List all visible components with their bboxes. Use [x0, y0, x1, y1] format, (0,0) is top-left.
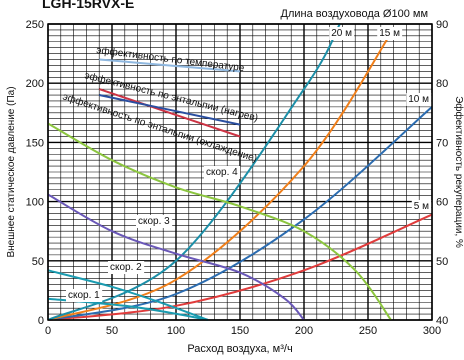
x-tick-label: 300: [423, 325, 441, 337]
y-right-tick-label: 70: [436, 137, 448, 149]
fan-speed-curve: [47, 193, 305, 321]
fan-speed-curve: [47, 122, 392, 321]
curve-label-bg: [377, 27, 403, 40]
duct-length-curve: [47, 28, 395, 321]
y-tick-label: 250: [26, 19, 44, 31]
curve-label-bg: [108, 261, 145, 274]
y-tick-label: 200: [26, 78, 44, 90]
y-tick-label: 150: [26, 137, 44, 149]
curve-label-bg: [406, 93, 432, 106]
y-tick-label: 100: [26, 197, 44, 209]
x-tick-label: 50: [106, 325, 118, 337]
duct-length-curve: [47, 213, 433, 321]
y-axis-label: Внешнее статическое давление (Па): [6, 86, 17, 257]
chart-subtitle: Длина воздуховода Ø100 мм: [281, 8, 428, 20]
curve-label-bg: [329, 27, 355, 40]
x-tick-label: 150: [231, 325, 249, 337]
y-right-tick-label: 80: [436, 78, 448, 90]
efficiency-curve: [99, 58, 241, 73]
curve-label: 15 м: [379, 28, 400, 39]
x-axis-label: Расход воздуха, м³/ч: [187, 343, 292, 355]
efficiency-curve: [98, 88, 241, 138]
chart-title: LGH-15RVX-E: [42, 0, 134, 11]
y-tick-label: 50: [32, 256, 44, 268]
y-right-tick-label: 40: [436, 315, 448, 327]
curve-label-bg: [136, 215, 173, 228]
x-tick-label: 100: [167, 325, 185, 337]
x-tick-label: 250: [359, 325, 377, 337]
fan-speed-curve: [47, 269, 209, 321]
plot-frame: [47, 23, 433, 321]
curve-label: 20 м: [331, 28, 352, 39]
curve-label: 10 м: [408, 94, 429, 105]
efficiency-curve: [98, 94, 241, 126]
efficiency-label: эффективность по энтальпии (охлаждение): [61, 90, 259, 164]
efficiency-label: эффективность по температуре: [96, 44, 246, 74]
curve-label: скор. 1: [68, 290, 100, 301]
curve-label-bg: [204, 166, 241, 179]
x-tick-label: 0: [45, 325, 51, 337]
tick-labels: 0 50 100 150 200 250 300 0 50 100 150 200 250 40 50 60 7…: [26, 19, 449, 337]
duct-length-curve: [47, 106, 433, 321]
y-right-tick-label: 60: [436, 197, 448, 209]
x-tick-label: 200: [295, 325, 313, 337]
y-axis-right-label: Эффективность рекуперации, %: [453, 96, 464, 248]
y-tick-label: 0: [38, 315, 44, 327]
curve-label: скор. 4: [206, 167, 238, 178]
curve-label: скор. 2: [110, 262, 142, 273]
y-right-tick-label: 50: [436, 256, 448, 268]
curve-label-bg: [411, 200, 432, 213]
curve-label-bg: [66, 289, 103, 302]
curve-label: скор. 3: [138, 216, 170, 227]
curves: [47, 23, 433, 321]
curve-label: 5 м: [414, 201, 429, 212]
y-right-tick-label: 90: [436, 19, 448, 31]
